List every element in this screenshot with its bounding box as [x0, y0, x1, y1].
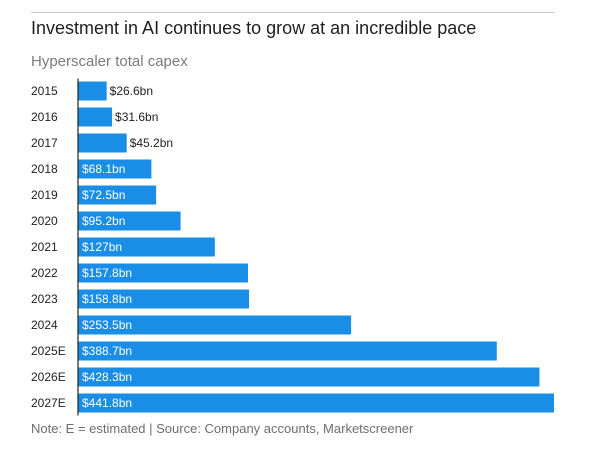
bar — [78, 315, 352, 335]
category-label: 2023 — [31, 292, 58, 306]
footnote-source: Note: E = estimated | Source: Company ac… — [31, 421, 414, 436]
bar — [78, 211, 181, 231]
data-label: $157.8bn — [82, 266, 132, 280]
category-label: 2024 — [31, 318, 58, 332]
data-label: $68.1bn — [82, 162, 125, 176]
bar — [78, 81, 107, 101]
bar — [78, 133, 127, 153]
category-label: 2027E — [31, 396, 66, 410]
category-label: 2021 — [31, 240, 58, 254]
data-label: $388.7bn — [82, 344, 132, 358]
bar — [78, 367, 540, 387]
data-label: $253.5bn — [82, 318, 132, 332]
data-label: $26.6bn — [110, 84, 153, 98]
bar — [78, 237, 215, 257]
data-label: $158.8bn — [82, 292, 132, 306]
category-label: 2015 — [31, 84, 58, 98]
chart-title: Investment in AI continues to grow at an… — [31, 18, 477, 38]
data-label: $428.3bn — [82, 370, 132, 384]
top-rule — [31, 12, 555, 13]
bar — [78, 289, 250, 309]
category-label: 2018 — [31, 162, 58, 176]
bar — [78, 159, 152, 179]
bar — [78, 107, 113, 127]
category-label: 2025E — [31, 344, 66, 358]
data-label: $45.2bn — [130, 136, 173, 150]
category-label: 2022 — [31, 266, 58, 280]
category-label: 2019 — [31, 188, 58, 202]
bar — [78, 341, 497, 361]
category-label: 2017 — [31, 136, 58, 150]
data-label: $72.5bn — [82, 188, 125, 202]
data-label: $31.6bn — [115, 110, 158, 124]
data-label: $127bn — [82, 240, 122, 254]
chart-subtitle: Hyperscaler total capex — [31, 53, 188, 70]
category-label: 2016 — [31, 110, 58, 124]
category-label: 2020 — [31, 214, 58, 228]
bar — [78, 185, 157, 205]
category-label: 2026E — [31, 370, 66, 384]
data-label: $441.8bn — [82, 396, 132, 410]
bar — [78, 393, 554, 413]
data-label: $95.2bn — [82, 214, 125, 228]
bar — [78, 263, 249, 283]
